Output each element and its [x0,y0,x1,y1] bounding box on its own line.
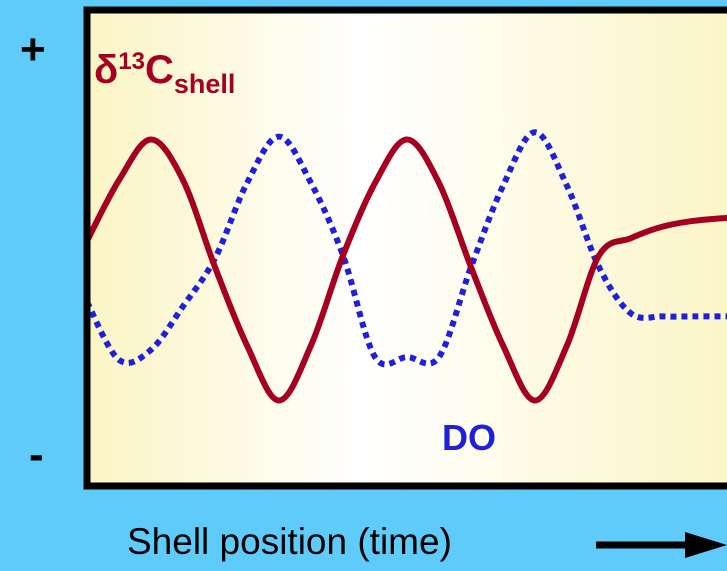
plot-area [87,10,727,486]
legend-shell-carbon-isotope: δ13Cshell [94,48,235,98]
x-axis-label: Shell position (time) [127,521,452,562]
series-line-do [87,129,727,368]
series-line-shell-carbon-isotope [87,136,727,404]
isotope-mass: 13 [118,48,145,75]
x-axis-arrow [596,532,727,558]
element-symbol: C [144,48,174,92]
plot-frame [83,6,727,490]
y-axis-minus-label: - [29,430,44,479]
shell-subscript: shell [173,69,236,99]
y-axis-plus-label: + [20,25,46,74]
delta-symbol: δ [94,48,119,92]
legend-do: DO [442,417,496,458]
